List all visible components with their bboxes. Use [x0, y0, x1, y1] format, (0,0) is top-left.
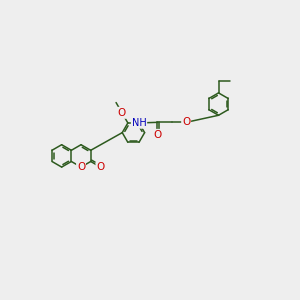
Text: O: O — [96, 162, 105, 172]
Text: O: O — [118, 108, 126, 118]
Text: O: O — [118, 108, 126, 118]
Text: NH: NH — [132, 118, 146, 128]
Text: O: O — [77, 162, 85, 172]
Text: O: O — [153, 130, 161, 140]
Text: O: O — [182, 117, 190, 127]
